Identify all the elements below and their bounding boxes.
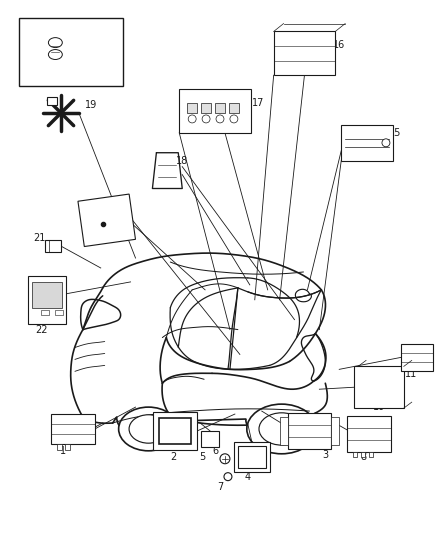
Text: 4: 4: [245, 472, 251, 482]
Circle shape: [216, 115, 224, 123]
Bar: [201, 103, 211, 113]
Circle shape: [382, 139, 390, 147]
Bar: [234, 442, 270, 472]
Circle shape: [224, 473, 232, 481]
Ellipse shape: [247, 404, 316, 454]
Text: 5: 5: [199, 452, 205, 462]
Ellipse shape: [129, 415, 168, 443]
Bar: [341, 125, 393, 160]
Bar: [279, 417, 288, 445]
Bar: [32, 282, 62, 308]
Bar: [51, 414, 95, 444]
Bar: [78, 194, 135, 247]
Ellipse shape: [259, 413, 304, 445]
Circle shape: [220, 454, 230, 464]
Bar: [353, 452, 357, 457]
Text: 8: 8: [360, 452, 366, 462]
Circle shape: [202, 115, 210, 123]
Bar: [369, 452, 373, 457]
Text: 21: 21: [33, 233, 46, 243]
Text: 11: 11: [405, 369, 417, 379]
Ellipse shape: [49, 38, 62, 47]
Text: 17: 17: [251, 98, 264, 108]
Bar: [179, 89, 251, 133]
Bar: [41, 310, 49, 314]
Bar: [159, 418, 191, 444]
Bar: [238, 446, 266, 468]
Text: 7: 7: [217, 482, 223, 491]
Text: 23: 23: [88, 59, 100, 69]
Text: 3: 3: [322, 450, 328, 460]
Bar: [274, 31, 335, 75]
Bar: [47, 97, 57, 105]
Bar: [45, 240, 61, 252]
Text: 22: 22: [35, 325, 47, 335]
Bar: [65, 444, 70, 450]
Bar: [19, 18, 123, 86]
Text: 2: 2: [170, 452, 177, 462]
Bar: [331, 417, 339, 445]
Bar: [288, 413, 331, 449]
Bar: [215, 103, 225, 113]
Text: 20: 20: [85, 207, 97, 217]
Circle shape: [188, 115, 196, 123]
Ellipse shape: [119, 407, 178, 451]
Bar: [347, 416, 391, 452]
Bar: [153, 412, 197, 450]
Text: 6: 6: [212, 446, 218, 456]
Bar: [401, 343, 433, 372]
Bar: [187, 103, 197, 113]
Ellipse shape: [49, 50, 62, 60]
Text: 19: 19: [85, 100, 97, 110]
Circle shape: [230, 115, 238, 123]
Bar: [354, 366, 404, 408]
Text: 16: 16: [333, 41, 345, 51]
Text: 15: 15: [389, 128, 401, 138]
Text: 10: 10: [373, 402, 385, 412]
Bar: [201, 431, 219, 447]
Text: 18: 18: [176, 156, 188, 166]
Bar: [361, 452, 365, 457]
Bar: [55, 310, 63, 314]
Text: 1: 1: [60, 446, 66, 456]
Bar: [28, 276, 66, 324]
Bar: [229, 103, 239, 113]
Bar: [57, 444, 62, 450]
